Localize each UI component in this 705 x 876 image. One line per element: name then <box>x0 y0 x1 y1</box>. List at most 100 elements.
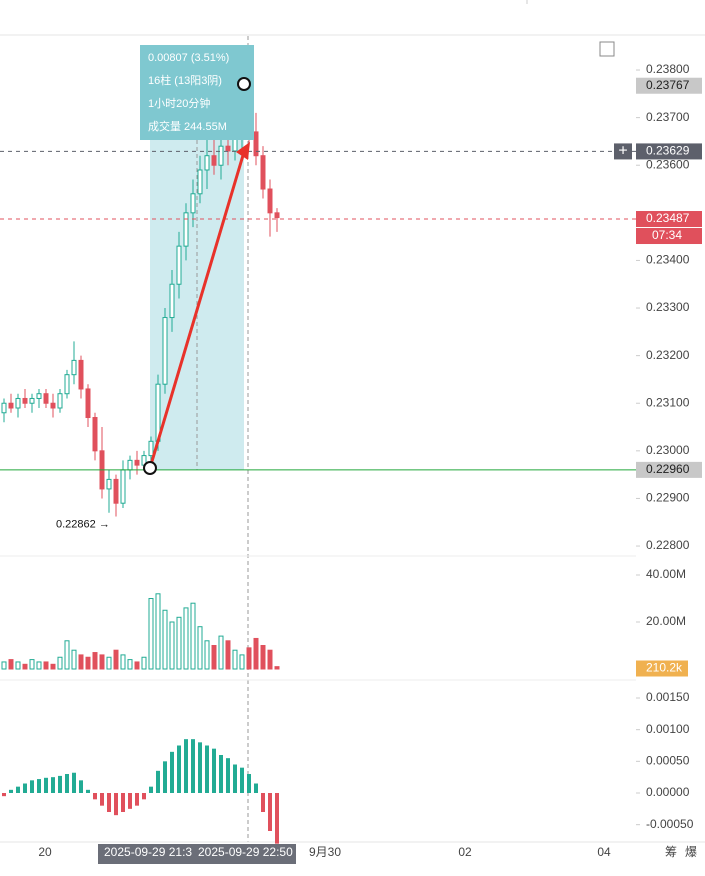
price-badge-label: 0.23487 <box>646 211 690 225</box>
candle-body <box>43 393 49 404</box>
candle-body <box>190 193 196 214</box>
volume-bar <box>169 621 175 670</box>
volume-bar <box>141 656 147 670</box>
volume-bar <box>218 635 224 670</box>
y-tick-label: 0.23300 <box>646 300 690 314</box>
candle-body <box>267 188 273 214</box>
macd-bar <box>219 755 223 793</box>
macd-bar <box>240 767 244 793</box>
y-tick-label: 0.23600 <box>646 157 690 171</box>
volume-bar <box>92 652 98 670</box>
candle-body <box>197 169 203 195</box>
volume-bar <box>134 661 140 670</box>
macd-bar <box>261 793 265 812</box>
macd-bar <box>135 793 139 806</box>
volume-bar <box>183 607 189 670</box>
y-tick-label: 0.00000 <box>646 785 690 799</box>
macd-bar <box>2 793 6 797</box>
fullscreen-icon[interactable] <box>599 41 615 57</box>
candle-body <box>15 397 21 409</box>
volume-badge <box>636 660 688 677</box>
macd-bar <box>16 786 20 793</box>
macd-bar <box>198 742 202 793</box>
price-badge-label: 0.23629 <box>646 144 690 158</box>
candle-body <box>134 459 140 466</box>
y-tick-label: 20.00M <box>646 614 686 628</box>
macd-bar <box>177 745 181 793</box>
tool-button[interactable]: 爆 <box>685 845 697 859</box>
price-badge-label: 0.22960 <box>646 462 690 476</box>
candle-body <box>64 374 70 395</box>
macd-bar <box>184 739 188 793</box>
volume-bar <box>29 659 35 670</box>
volume-bar <box>15 661 21 670</box>
macd-bar <box>247 774 251 793</box>
volume-bar <box>190 602 196 670</box>
anchor-end <box>237 77 251 91</box>
y-tick-label: 0.23000 <box>646 443 690 457</box>
candle-body <box>211 155 217 166</box>
candle-body <box>148 440 154 457</box>
candle-body <box>204 155 210 171</box>
volume-bar <box>148 598 154 670</box>
price-badge <box>636 211 702 228</box>
volume-bar <box>57 656 63 670</box>
macd-bar <box>107 793 111 812</box>
y-tick-label: 0.23800 <box>646 62 690 76</box>
volume-bar <box>85 656 91 670</box>
candle-body <box>78 359 84 390</box>
price-badge <box>636 461 702 478</box>
volume-bar <box>1 661 7 670</box>
volume-bar <box>99 654 105 670</box>
x-tick-label: 02 <box>458 845 472 859</box>
measure-line: 1小时20分钟 <box>148 96 210 110</box>
y-tick-label: 0.00150 <box>646 690 690 704</box>
macd-bar <box>170 751 174 793</box>
macd-bar <box>226 758 230 793</box>
x-tick-label: 04 <box>597 845 611 859</box>
macd-bar <box>254 783 258 793</box>
tool-button[interactable]: 筹 <box>665 845 677 859</box>
volume-bar <box>8 659 14 670</box>
measure-arrow <box>148 151 246 469</box>
macd-bar <box>30 780 34 793</box>
macd-bar <box>79 780 83 793</box>
measure-line: 成交量 244.55M <box>148 119 227 133</box>
price-badge <box>636 143 702 160</box>
macd-bar <box>44 777 48 793</box>
candle-body <box>113 478 119 504</box>
volume-bar <box>127 659 133 670</box>
macd-bar <box>51 777 55 793</box>
macd-bar <box>65 774 69 793</box>
volume-bar <box>113 649 119 670</box>
macd-bar <box>72 772 76 793</box>
macd-bar <box>268 793 272 831</box>
x-tick-label: 20 <box>38 845 52 859</box>
volume-bar <box>120 654 126 670</box>
candle-body <box>274 212 280 219</box>
macd-bar <box>233 764 237 793</box>
volume-bar <box>246 647 252 670</box>
candle-body <box>71 359 77 376</box>
candle-body <box>127 459 133 471</box>
macd-bar <box>128 793 132 809</box>
candle-body <box>92 417 98 452</box>
macd-bar <box>121 793 125 812</box>
volume-bar <box>211 645 217 670</box>
add-icon: + <box>618 143 627 160</box>
macd-bar <box>23 783 27 793</box>
macd-bar <box>58 775 62 793</box>
macd-bar <box>212 748 216 793</box>
anchor-start <box>143 461 157 475</box>
low-label: 0.22862 → <box>56 518 110 530</box>
volume-bar <box>197 626 203 670</box>
candle-body <box>50 402 56 409</box>
add-button <box>614 143 632 160</box>
volume-bar <box>239 654 245 670</box>
y-tick-label: 0.23100 <box>646 395 690 409</box>
macd-bar <box>149 786 153 793</box>
y-tick-label: 0.23400 <box>646 253 690 267</box>
candle-body <box>218 145 224 166</box>
volume-bar <box>71 649 77 670</box>
